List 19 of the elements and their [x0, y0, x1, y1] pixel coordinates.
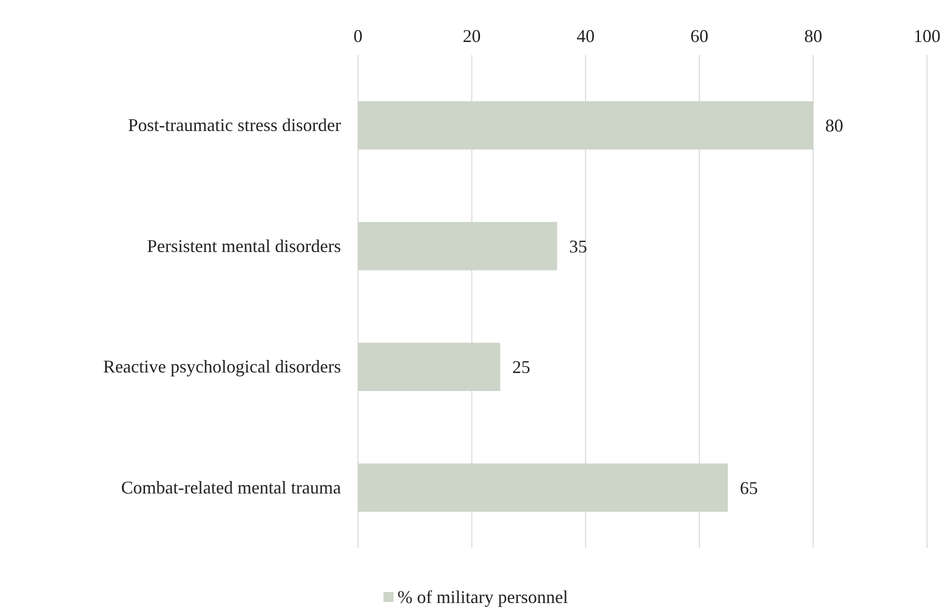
y-tick-label: Persistent mental disorders: [147, 236, 341, 256]
data-label: 80: [825, 116, 844, 136]
bar: [358, 222, 558, 270]
y-tick-label: Reactive psychological disorders: [103, 356, 341, 377]
data-label: 25: [512, 357, 530, 378]
x-tick-label: 80: [804, 26, 822, 46]
y-tick-label: Post-traumatic stress disorder: [128, 115, 341, 136]
x-tick-label: 40: [576, 26, 595, 46]
x-tick-label: 20: [462, 26, 481, 46]
data-label: 65: [740, 478, 758, 498]
x-tick-label: 100: [914, 26, 940, 46]
data-label: 35: [569, 236, 588, 256]
x-tick-label: 0: [354, 26, 362, 46]
x-tick-label: 60: [690, 26, 708, 46]
bar: [358, 342, 500, 392]
bar: [358, 101, 814, 150]
legend-label: % of military personnel: [398, 587, 568, 607]
bar: [358, 463, 728, 512]
y-tick-label: Combat-related mental trauma: [121, 477, 341, 498]
